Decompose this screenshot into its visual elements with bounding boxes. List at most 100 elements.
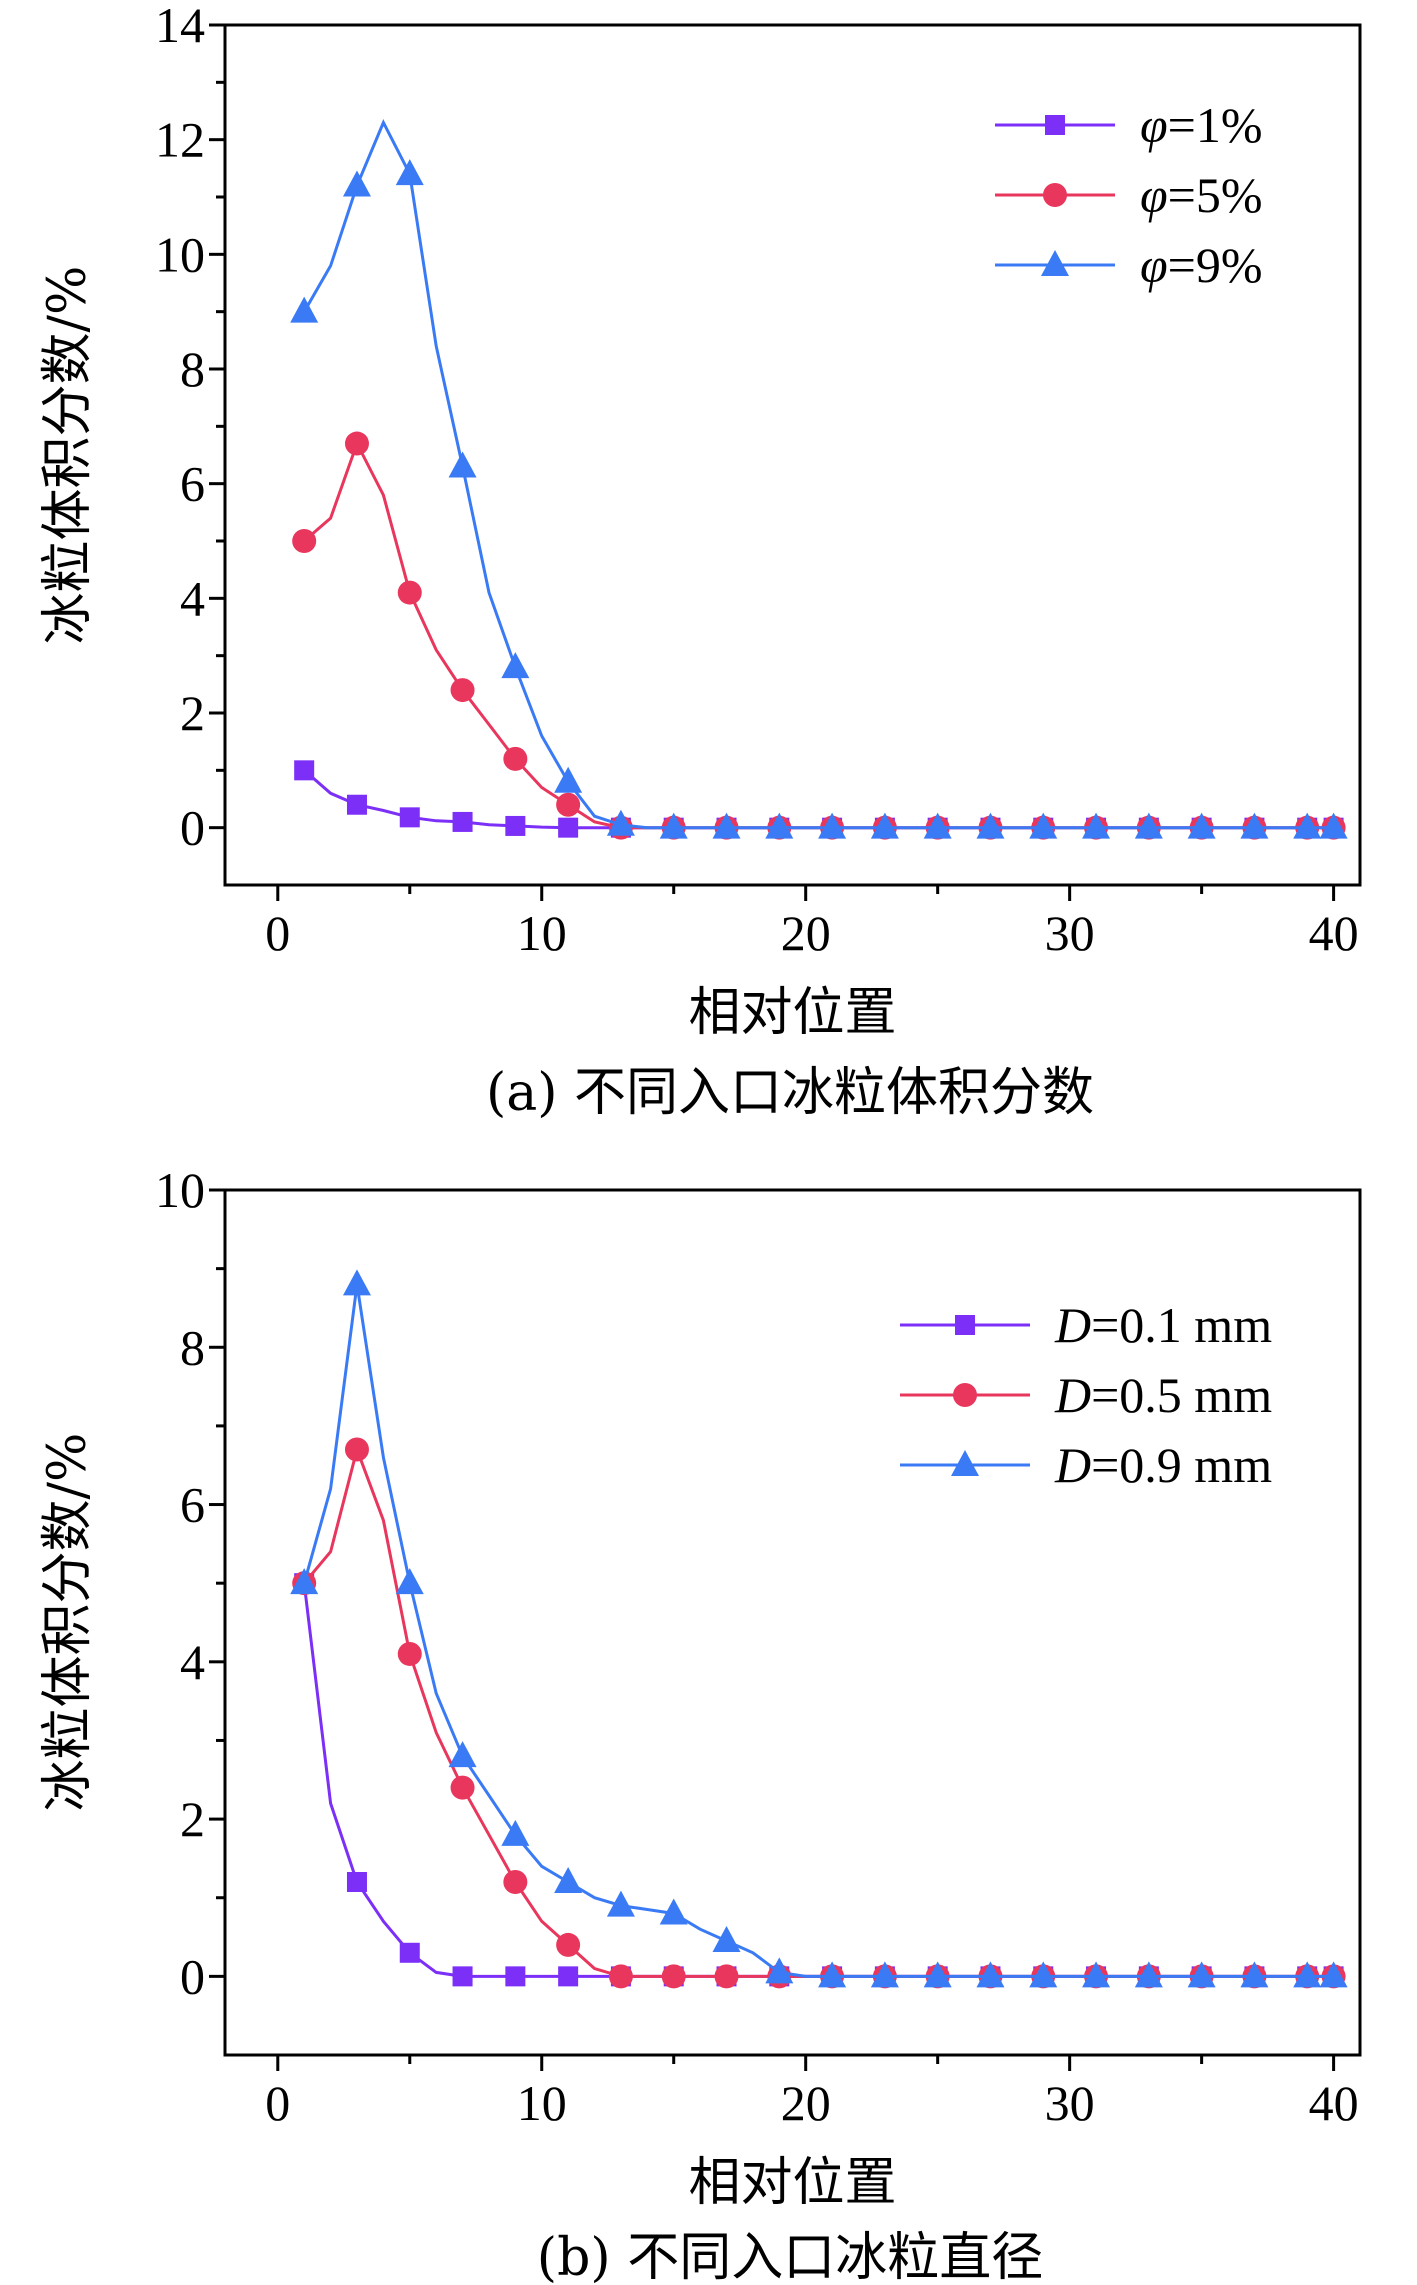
triangle-marker: [290, 296, 319, 323]
plot-frame: [223, 1188, 1362, 2057]
triangle-marker: [1293, 1961, 1322, 1988]
square-marker: [955, 1315, 975, 1335]
circle-marker: [397, 1641, 422, 1666]
legend-value: =0.5 mm: [1091, 1367, 1272, 1423]
legend-variable: φ: [1140, 237, 1168, 293]
legend-value: =1%: [1168, 97, 1263, 153]
x-tick-label: 30: [1045, 905, 1095, 961]
x-tick-label: 40: [1309, 2075, 1359, 2131]
triangle-marker: [1029, 812, 1058, 839]
circle-marker: [661, 1964, 686, 1989]
plot-frame: [223, 23, 1362, 887]
circle-marker: [608, 1964, 633, 1989]
triangle-marker: [1240, 812, 1269, 839]
series-square: [294, 1573, 1344, 1987]
y-tick-label: 12: [155, 112, 205, 168]
triangle-marker: [395, 1568, 424, 1595]
y-tick-label: 8: [180, 1319, 205, 1375]
triangle-marker: [395, 159, 424, 186]
circle-marker: [292, 529, 317, 553]
y-tick-label: 2: [180, 1791, 205, 1847]
triangle-marker: [1041, 250, 1069, 276]
triangle-marker: [606, 1890, 635, 1917]
square-marker: [399, 1942, 420, 1963]
x-tick-label: 10: [517, 2075, 567, 2131]
circle-marker: [556, 792, 581, 817]
square-marker: [346, 1872, 367, 1892]
circle-marker: [344, 431, 369, 456]
triangle-marker: [712, 812, 741, 839]
triangle-marker: [1134, 1961, 1163, 1988]
triangle-marker: [870, 1961, 899, 1988]
triangle-marker: [342, 170, 371, 197]
triangle-marker: [290, 1568, 319, 1595]
legend-value: =0.9 mm: [1091, 1437, 1272, 1493]
triangle-marker: [554, 766, 583, 793]
legend-value: =5%: [1168, 167, 1263, 223]
y-tick-label: 6: [180, 1477, 205, 1533]
legend-value: =0.1 mm: [1091, 1297, 1272, 1353]
triangle-marker: [765, 812, 794, 839]
circle-marker: [503, 746, 528, 771]
legend-variable: D: [1054, 1367, 1091, 1423]
circle-marker: [1043, 183, 1067, 207]
triangle-marker: [712, 1925, 741, 1952]
x-tick-label: 30: [1045, 2075, 1095, 2131]
square-marker: [452, 1966, 473, 1987]
circle-marker: [714, 1964, 739, 1989]
legend-value: =9%: [1168, 237, 1263, 293]
legend-label: D=0.5 mm: [1054, 1367, 1272, 1423]
square-marker: [346, 794, 367, 815]
square-marker: [1045, 115, 1065, 135]
triangle-marker: [976, 1961, 1005, 1988]
legend-item: D=0.1 mm: [900, 1297, 1272, 1353]
square-marker: [399, 807, 420, 828]
series-line: [302, 118, 1334, 830]
triangle-marker: [1319, 812, 1348, 839]
legend-label: D=0.1 mm: [1054, 1297, 1272, 1353]
y-tick-label: 14: [155, 0, 205, 53]
triangle-marker: [951, 1450, 979, 1476]
legend-label: φ=1%: [1140, 97, 1263, 153]
square-marker: [558, 817, 579, 838]
series-triangle: [290, 118, 1348, 839]
y-tick-label: 2: [180, 685, 205, 741]
square-marker: [452, 811, 473, 832]
triangle-marker: [1293, 812, 1322, 839]
y-tick-label: 4: [180, 570, 205, 626]
legend-variable: φ: [1140, 97, 1168, 153]
triangle-marker: [765, 1957, 794, 1984]
triangle-marker: [1319, 1961, 1348, 1988]
y-tick-label: 10: [155, 1162, 205, 1218]
triangle-marker: [501, 1819, 530, 1846]
square-marker: [294, 760, 315, 781]
legend-label: φ=5%: [1140, 167, 1263, 223]
x-tick-label: 0: [265, 2075, 290, 2131]
triangle-marker: [342, 1269, 371, 1296]
x-tick-label: 20: [781, 905, 831, 961]
square-marker: [505, 1966, 526, 1987]
x-axis-label: 相对位置: [688, 983, 896, 1043]
circle-marker: [450, 1775, 475, 1800]
chart-panel-0: 0 10 20 30 40 0 2 4 6 8 10 12 14 相对位置 冰粒体积分数/% (a) 不同入口…: [38, 0, 1362, 1123]
circle-marker: [450, 678, 475, 703]
legend-item: D=0.5 mm: [900, 1367, 1272, 1423]
y-tick-label: 0: [180, 800, 205, 856]
figure-caption: (b) 不同入口冰粒直径: [537, 2228, 1043, 2285]
x-axis-label: 相对位置: [688, 2153, 896, 2213]
triangle-marker: [448, 451, 477, 478]
triangle-marker: [818, 812, 847, 839]
circle-marker: [344, 1437, 369, 1462]
triangle-marker: [1240, 1961, 1269, 1988]
y-tick-label: 4: [180, 1634, 205, 1690]
x-tick-label: 0: [265, 905, 290, 961]
triangle-marker: [606, 809, 635, 836]
triangle-marker: [554, 1867, 583, 1893]
series-square: [294, 760, 1344, 838]
legend-label: D=0.9 mm: [1054, 1437, 1272, 1493]
y-tick-label: 0: [180, 1948, 205, 2004]
legend-item: φ=5%: [995, 167, 1263, 223]
triangle-marker: [1187, 1961, 1216, 1988]
triangle-marker: [1082, 812, 1111, 839]
